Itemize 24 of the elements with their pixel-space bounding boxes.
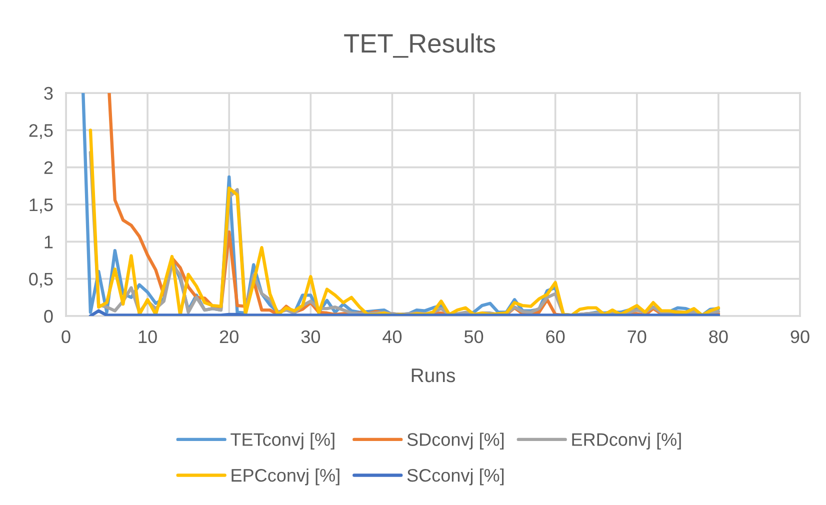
y-tick-label: 3: [44, 86, 53, 100]
y-tick-label: 2,5: [29, 124, 53, 140]
legend-label: TETconvj [%]: [230, 432, 334, 450]
x-tick-label: 60: [546, 330, 565, 344]
chart-title: TET_Results: [344, 33, 496, 58]
x-tick-label: 90: [790, 330, 810, 344]
y-tick-label: 1,5: [30, 198, 53, 214]
y-tick-label: 2: [44, 161, 53, 174]
x-tick-label: 40: [382, 330, 402, 344]
x-tick-label: 10: [138, 330, 157, 344]
x-tick-label: 80: [709, 330, 728, 344]
y-tick-label: 0,5: [29, 272, 53, 288]
legend-label: EPCconvj [%]: [232, 468, 340, 486]
x-tick-label: 20: [220, 330, 238, 344]
legend-label: SDconvj [%]: [407, 432, 504, 450]
legend-label: SCconvj [%]: [407, 468, 504, 486]
y-tick-label: 1: [44, 236, 53, 248]
x-tick-label: 0: [62, 330, 70, 344]
y-tick-label: 0: [44, 310, 53, 323]
x-tick-label: 30: [301, 330, 320, 344]
x-tick-label: 70: [628, 330, 646, 344]
legend-label: ERDconvj [%]: [572, 432, 681, 450]
x-tick-label: 50: [464, 330, 484, 344]
x-axis-title: Runs: [412, 368, 455, 382]
